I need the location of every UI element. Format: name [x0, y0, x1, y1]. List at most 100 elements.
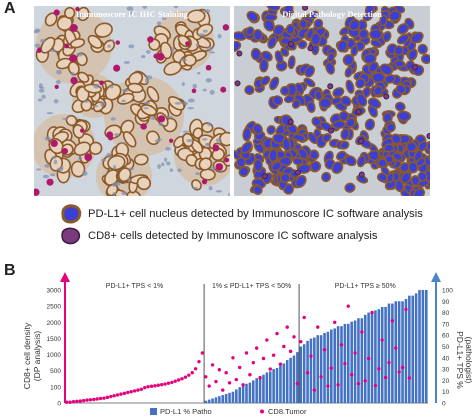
- pdl1-bar: [346, 323, 350, 403]
- stroma-nucleus: [209, 51, 215, 54]
- stroma-nucleus: [121, 88, 129, 93]
- detected-nucleus: [350, 44, 359, 57]
- stained-cell: [198, 157, 213, 171]
- cd8-cell: [157, 115, 166, 123]
- stroma-nucleus: [166, 115, 174, 119]
- detection-image-title: Digital Pathology Detection: [282, 9, 382, 19]
- stained-cell: [186, 9, 206, 24]
- detected-nucleus: [242, 126, 252, 142]
- stroma-nucleus: [120, 141, 126, 145]
- cd8-dot: [75, 399, 79, 404]
- cd8-dot: [292, 335, 296, 339]
- cd8-dot: [231, 356, 235, 360]
- detected-nucleus: [280, 47, 290, 57]
- pdl1-bar: [408, 295, 411, 403]
- cd8-dot: [190, 371, 194, 375]
- cd8-cell: [69, 54, 78, 63]
- pdl1-bar: [309, 338, 313, 403]
- stroma-nucleus: [93, 105, 99, 108]
- stained-cell: [104, 83, 122, 101]
- cd8-dot: [288, 349, 293, 354]
- cd8-cell: [34, 188, 40, 196]
- pdl1-bar: [289, 357, 292, 403]
- detected-nucleus: [342, 54, 355, 66]
- detected-nucleus: [253, 29, 263, 42]
- detected-nucleus: [407, 48, 418, 61]
- detected-nucleus: [280, 85, 291, 96]
- stained-cell: [73, 141, 91, 156]
- detected-nucleus: [283, 6, 294, 15]
- cd8-dot: [92, 397, 96, 402]
- detected-nucleus: [332, 87, 345, 98]
- pdl1-bar: [370, 312, 374, 403]
- stained-cell: [104, 169, 120, 186]
- stroma-nucleus: [127, 177, 131, 181]
- stroma-nucleus: [50, 49, 57, 53]
- cd8-dot: [166, 381, 171, 385]
- pdl1-bar: [414, 293, 418, 403]
- detected-nucleus: [297, 40, 308, 50]
- cd8-dot: [217, 368, 222, 372]
- cd8-dot: [248, 373, 252, 377]
- cd8-dot: [98, 396, 103, 401]
- stroma-nucleus: [181, 82, 185, 87]
- detected-nucleus: [291, 98, 301, 109]
- cd8-cell: [84, 153, 93, 162]
- stained-cell: [69, 38, 86, 49]
- stroma-nucleus: [110, 117, 116, 121]
- cd8-dot: [122, 391, 127, 396]
- pdl1-bar: [353, 320, 357, 403]
- stroma-nucleus: [198, 33, 206, 37]
- detected-nucleus: [325, 61, 335, 75]
- pdl1-bar: [258, 375, 262, 403]
- detected-nucleus: [269, 76, 280, 91]
- pdl1-bar: [401, 301, 404, 403]
- cd8-dot: [68, 400, 72, 404]
- detected-nucleus: [367, 97, 382, 109]
- stroma-nucleus: [164, 147, 171, 151]
- detected-nucleus: [340, 127, 351, 141]
- stroma-nucleus: [77, 13, 85, 18]
- y-right-tick-label: 0: [442, 401, 446, 408]
- cd8-dot: [109, 394, 113, 399]
- cd8-dot: [394, 346, 398, 350]
- detected-nucleus: [394, 101, 406, 112]
- y-left-tick-label: 3000: [47, 288, 62, 295]
- stroma-nucleus: [82, 171, 88, 176]
- detected-nucleus: [355, 93, 368, 107]
- pdl1-bar: [292, 355, 296, 403]
- detected-nucleus: [240, 141, 253, 154]
- stroma-nucleus: [37, 98, 43, 102]
- detected-nucleus: [417, 171, 428, 182]
- pdl1-bar: [323, 332, 326, 403]
- stroma-nucleus: [129, 11, 133, 15]
- stained-cell: [128, 71, 144, 86]
- pdl1-bar: [248, 382, 252, 403]
- stroma-nucleus: [142, 6, 148, 9]
- legend-dot-label: CD8.Tumor: [268, 407, 307, 416]
- detected-nucleus: [292, 157, 304, 166]
- legend-dot-swatch: [260, 409, 264, 414]
- stroma-nucleus: [51, 156, 56, 159]
- pdl1-bar: [279, 365, 282, 403]
- stroma-nucleus: [161, 17, 167, 20]
- pdl1-bar: [394, 301, 398, 403]
- cd8-dot: [404, 307, 408, 312]
- pdl1-bar: [391, 303, 394, 403]
- detected-nucleus: [270, 161, 283, 172]
- pdl1-bar: [296, 352, 299, 403]
- cd8-dot: [170, 380, 174, 385]
- stroma-nucleus: [78, 156, 83, 161]
- y-left-axis-arrow: [60, 272, 70, 282]
- cd8-cell: [215, 163, 224, 171]
- cd8-dot: [349, 373, 354, 377]
- cd8-dot: [326, 384, 330, 388]
- stroma-nucleus: [114, 133, 120, 137]
- legend-bar-swatch: [150, 408, 157, 415]
- detected-nucleus: [379, 63, 393, 76]
- cd8-dot: [265, 338, 269, 342]
- stroma-nucleus: [180, 58, 188, 62]
- y-left-title-line1: CD8+ cell density: [22, 322, 32, 389]
- y-right-tick-label: 60: [442, 333, 450, 340]
- cd8-dot: [383, 375, 388, 380]
